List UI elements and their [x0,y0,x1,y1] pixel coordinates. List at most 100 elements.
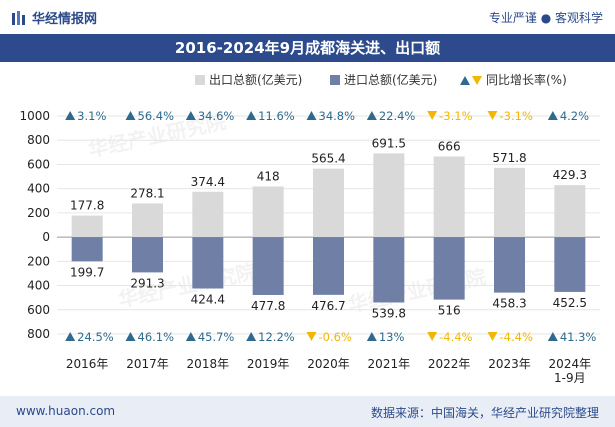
import-growth-label: 46.1% [138,330,175,344]
up-triangle-icon [547,332,558,341]
y-tick-label: 600 [27,303,50,317]
export-bar [494,167,525,238]
export-value-label: 374.4 [191,175,225,189]
export-bar [313,168,344,238]
footer: www.huaon.com 数据来源：中国海关，华经产业研究院整理 [0,396,615,427]
y-tick-label: 1000 [19,109,50,123]
footer-url[interactable]: www.huaon.com [16,404,116,418]
y-tick-label: 400 [27,279,50,293]
growth-labels: 3.1% 24.5% 56.4% 46.1% 34.6% 45.7% 11.6% 12.2% 3… [65,109,596,344]
import-growth-label: -0.6% [319,330,352,344]
down-triangle-icon [487,332,498,341]
y-axis: 1000 800 600 400 200 0 200 400 600 800 [19,109,50,341]
x-tick-label: 2023年 [488,357,531,371]
y-tick-label: 400 [27,182,50,196]
export-bar [252,186,284,238]
legend-export-label: 出口总额(亿美元) [209,72,302,87]
down-triangle-icon [487,111,498,120]
up-triangle-icon [185,111,196,120]
y-tick-label: 800 [27,133,50,147]
import-growth-label: 41.3% [560,330,597,344]
watermark: 华经产业研究院 [346,264,488,317]
import-bar [192,237,224,289]
import-value-label: 199.7 [70,265,104,279]
import-value-label: 476.7 [311,299,345,313]
export-bar [192,191,224,238]
y-tick-label: 200 [27,254,50,268]
x-tick-label: 2018年 [187,357,230,371]
export-growth-label: 11.6% [258,109,295,123]
up-triangle-icon [366,111,377,120]
up-triangle-icon [185,332,196,341]
export-bar [373,153,405,238]
legend-import-swatch [330,75,340,85]
up-triangle-icon [547,111,558,120]
up-triangle-icon [65,111,76,120]
up-triangle-icon [366,332,377,341]
import-bar [313,237,344,295]
export-bar [433,156,465,238]
export-growth-label: 34.8% [319,109,356,123]
up-triangle-icon [125,111,136,120]
legend-export-swatch [195,75,205,85]
legend-up-triangle-icon [460,76,470,85]
legend-import-label: 进口总额(亿美元) [344,72,437,87]
import-growth-label: 24.5% [77,330,114,344]
export-value-label: 177.8 [70,199,104,213]
import-growth-label: 13% [379,330,405,344]
up-triangle-icon [306,111,317,120]
import-value-label: 516 [438,304,461,318]
export-growth-label: 3.1% [77,109,106,123]
export-value-label: 565.4 [311,152,345,166]
chart: 出口总额(亿美元) 进口总额(亿美元) 同比增长率(%) 华经产业研究院华经产业研究… [19,72,600,385]
import-value-label: 452.5 [553,296,587,310]
import-bar [433,237,465,300]
import-growth-label: -4.4% [500,330,533,344]
import-bar [494,237,525,293]
bars [71,153,586,303]
slogan: 专业严谨 ● 客观科学 [488,11,603,25]
import-bar [252,237,284,295]
export-growth-label: 4.2% [560,109,589,123]
export-bar [71,215,103,238]
up-triangle-icon [125,332,136,341]
x-tick-label: 1-9月 [554,371,586,385]
import-growth-label: 45.7% [198,330,235,344]
export-growth-label: 22.4% [379,109,416,123]
value-labels: 177.8 199.7 278.1 291.3 374.4 424.4 418 477.8 56… [70,136,587,320]
import-value-label: 424.4 [191,293,225,307]
brand: 华经情报网 [12,8,97,27]
export-growth-label: -3.1% [439,109,472,123]
export-value-label: 666 [438,139,461,153]
import-growth-label: -4.4% [439,330,472,344]
x-axis: 2016年 2017年 2018年 2019年 2020年 2021年 2022年 2023年… [66,357,591,385]
up-triangle-icon [246,332,257,341]
import-value-label: 458.3 [492,297,526,311]
import-value-label: 477.8 [251,299,285,313]
export-value-label: 691.5 [372,136,406,150]
import-bar [132,237,163,273]
down-triangle-icon [427,111,438,120]
legend-growth-label: 同比增长率(%) [486,72,567,87]
legend-down-triangle-icon [472,76,482,85]
footer-source: 数据来源：中国海关，华经产业研究院整理 [370,406,599,420]
export-value-label: 278.1 [130,186,164,200]
x-tick-label: 2024年 [549,357,592,371]
export-growth-label: 34.6% [198,109,235,123]
brand-logo-icon [12,11,25,25]
top-bar: 华经情报网 专业严谨 ● 客观科学 [0,0,615,34]
import-bar [71,237,103,262]
up-triangle-icon [246,111,257,120]
x-tick-label: 2021年 [368,357,411,371]
y-tick-label: 800 [27,327,50,341]
x-tick-label: 2019年 [247,357,290,371]
import-value-label: 539.8 [372,306,406,320]
x-tick-label: 2016年 [66,357,109,371]
export-value-label: 571.8 [492,151,526,165]
x-tick-label: 2020年 [307,357,350,371]
export-value-label: 418 [257,169,280,183]
up-triangle-icon [65,332,76,341]
brand-name: 华经情报网 [32,12,98,27]
export-growth-label: -3.1% [500,109,533,123]
y-tick-label: 0 [42,230,50,244]
